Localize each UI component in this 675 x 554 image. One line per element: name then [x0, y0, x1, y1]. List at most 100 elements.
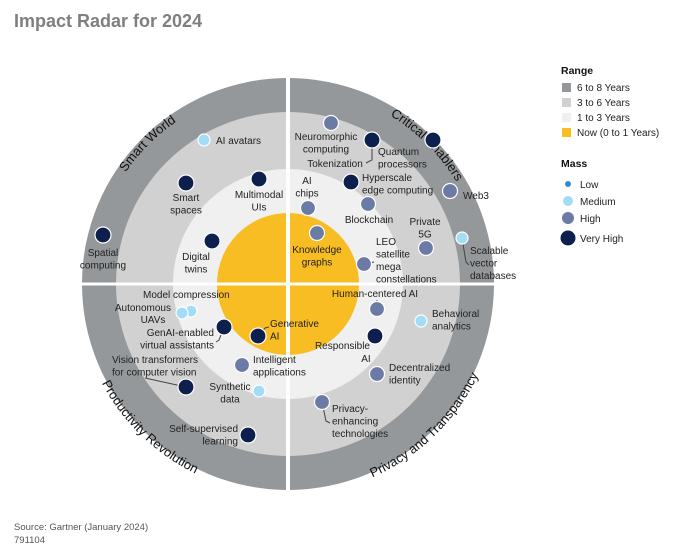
legend-range-swatch — [562, 113, 571, 122]
item-label: technologies — [332, 429, 388, 440]
item-label: Human-centered AI — [332, 289, 418, 300]
item-label: Synthetic — [209, 382, 250, 393]
radar-item-generative-ai[interactable]: Generative AI — [249, 319, 319, 345]
source-note: Source: Gartner (January 2024) — [14, 522, 148, 533]
mass-dot-high[interactable] — [322, 114, 340, 132]
mass-dot-very-high[interactable] — [215, 318, 233, 336]
mass-dot-high[interactable] — [441, 182, 459, 200]
radar-item-vision-transformers-for-computer-vision[interactable]: Vision transformers for computer vision — [112, 355, 198, 396]
mass-dot-high[interactable] — [233, 356, 251, 374]
radar-item-hyperscale-edge-computing[interactable]: Hyperscale edge computing — [342, 173, 433, 197]
item-label: Intelligent — [253, 355, 296, 366]
mass-dot-high[interactable] — [417, 239, 435, 257]
mass-dot-high[interactable] — [355, 255, 373, 273]
mass-dot-very-high[interactable] — [424, 131, 442, 149]
item-label: graphs — [302, 258, 333, 269]
radar-item-self-supervised-learning[interactable]: Self-supervised learning — [169, 424, 257, 448]
item-label: Quantum — [378, 147, 419, 158]
mass-dot-very-high[interactable] — [203, 232, 221, 250]
mass-dot-high[interactable] — [368, 300, 386, 318]
mass-dot-very-high[interactable] — [94, 226, 112, 244]
legend-mass-dot — [560, 230, 576, 246]
radar-item-spatial-computing[interactable]: Spatial computing — [80, 226, 126, 272]
mass-dot-high[interactable] — [368, 365, 386, 383]
item-label: Knowledge — [292, 245, 342, 256]
item-label: virtual assistants — [140, 341, 214, 352]
mass-dot-very-high[interactable] — [366, 327, 384, 345]
divider-horizontal — [78, 282, 498, 286]
item-label: computing — [80, 261, 126, 272]
item-label: for computer vision — [112, 368, 196, 379]
radar-item-web3[interactable]: Web3 — [441, 182, 490, 203]
radar-item-knowledge-graphs[interactable]: Knowledge graphs — [292, 224, 342, 269]
mass-dot-medium[interactable] — [252, 384, 266, 398]
mass-dot-very-high[interactable] — [250, 170, 268, 188]
item-label: UIs — [252, 203, 267, 214]
item-label: identity — [389, 376, 421, 387]
item-label: Tokenization — [307, 159, 363, 170]
radar-item-digital-twins[interactable]: Digital twins — [182, 232, 221, 276]
legend-range-title: Range — [561, 65, 593, 77]
legend-range-label: 6 to 8 Years — [577, 83, 630, 94]
item-label: GenAI-enabled — [147, 328, 214, 339]
radar-item-human-centered-ai[interactable]: Human-centered AI — [332, 289, 418, 318]
item-label: chips — [295, 189, 318, 200]
mass-dot-high[interactable] — [299, 199, 317, 217]
item-label: AI avatars — [216, 136, 261, 147]
radar-item-smart-spaces[interactable]: Smart spaces — [170, 174, 202, 217]
radar-item-synthetic-data[interactable]: Synthetic data — [209, 382, 266, 406]
radar-item-neuromorphic-computing[interactable]: Neuromorphic computing — [295, 114, 358, 156]
mass-dot-very-high[interactable] — [239, 426, 257, 444]
mass-dot-very-high[interactable] — [342, 173, 360, 191]
mass-dot-medium[interactable] — [455, 231, 469, 245]
mass-dot-very-high[interactable] — [363, 131, 381, 149]
mass-dot-very-high[interactable] — [177, 378, 195, 396]
radar-item-quantum-processors[interactable]: Quantum processors — [378, 131, 442, 171]
legend-range-label: Now (0 to 1 Years) — [577, 128, 659, 139]
item-label: edge computing — [362, 186, 433, 197]
item-label: AI — [361, 354, 370, 365]
radar-item-genai-enabled-virtual-assistants[interactable]: GenAI-enabled virtual assistants — [140, 318, 233, 352]
item-label: Vision transformers — [112, 355, 198, 366]
mass-dot-medium[interactable] — [197, 133, 211, 147]
item-label: computing — [303, 145, 349, 156]
legend-mass-dot — [563, 196, 573, 206]
legend-mass-dot — [562, 212, 574, 224]
mass-dot-medium[interactable] — [175, 306, 189, 320]
radar-item-behavioral-analytics[interactable]: Behavioral analytics — [414, 309, 479, 333]
document-id: 791104 — [14, 535, 45, 546]
mass-dot-medium[interactable] — [414, 314, 428, 328]
radar-item-tokenization[interactable]: Tokenization — [307, 131, 381, 170]
item-label: Digital — [182, 252, 210, 263]
radar-item-intelligent-applications[interactable]: Intelligent applications — [233, 355, 306, 379]
radar-items: AI avatars Smart spaces Multimodal UIs Spatia… — [80, 114, 516, 448]
radar-item-private-5g[interactable]: Private 5G — [409, 217, 441, 257]
item-label: twins — [185, 265, 208, 276]
item-label: Blockchain — [345, 215, 393, 226]
radar-item-ai-avatars[interactable]: AI avatars — [197, 133, 261, 147]
item-label: UAVs — [141, 315, 166, 326]
radar-item-multimodal-uis[interactable]: Multimodal UIs — [235, 170, 283, 214]
item-label: Generative — [270, 319, 319, 330]
mass-dot-high[interactable] — [313, 393, 331, 411]
item-label: Spatial — [88, 248, 119, 259]
item-label: AI — [270, 332, 279, 343]
mass-dot-high[interactable] — [359, 195, 377, 213]
radar-item-responsible-ai[interactable]: Responsible AI — [315, 327, 384, 365]
radar-item-blockchain[interactable]: Blockchain — [345, 195, 393, 227]
item-label: learning — [202, 437, 238, 448]
legend-range-swatch — [562, 128, 571, 137]
item-label: processors — [378, 160, 427, 171]
radar-item-decentralized-identity[interactable]: Decentralized identity — [368, 363, 451, 387]
mass-dot-very-high[interactable] — [249, 327, 267, 345]
item-label: analytics — [432, 322, 471, 333]
radar-item-ai-chips[interactable]: AI chips — [295, 176, 319, 217]
mass-dot-very-high[interactable] — [177, 174, 195, 192]
item-label: spaces — [170, 206, 202, 217]
mass-dot-high[interactable] — [308, 224, 326, 242]
legend-range-swatch — [562, 83, 571, 92]
